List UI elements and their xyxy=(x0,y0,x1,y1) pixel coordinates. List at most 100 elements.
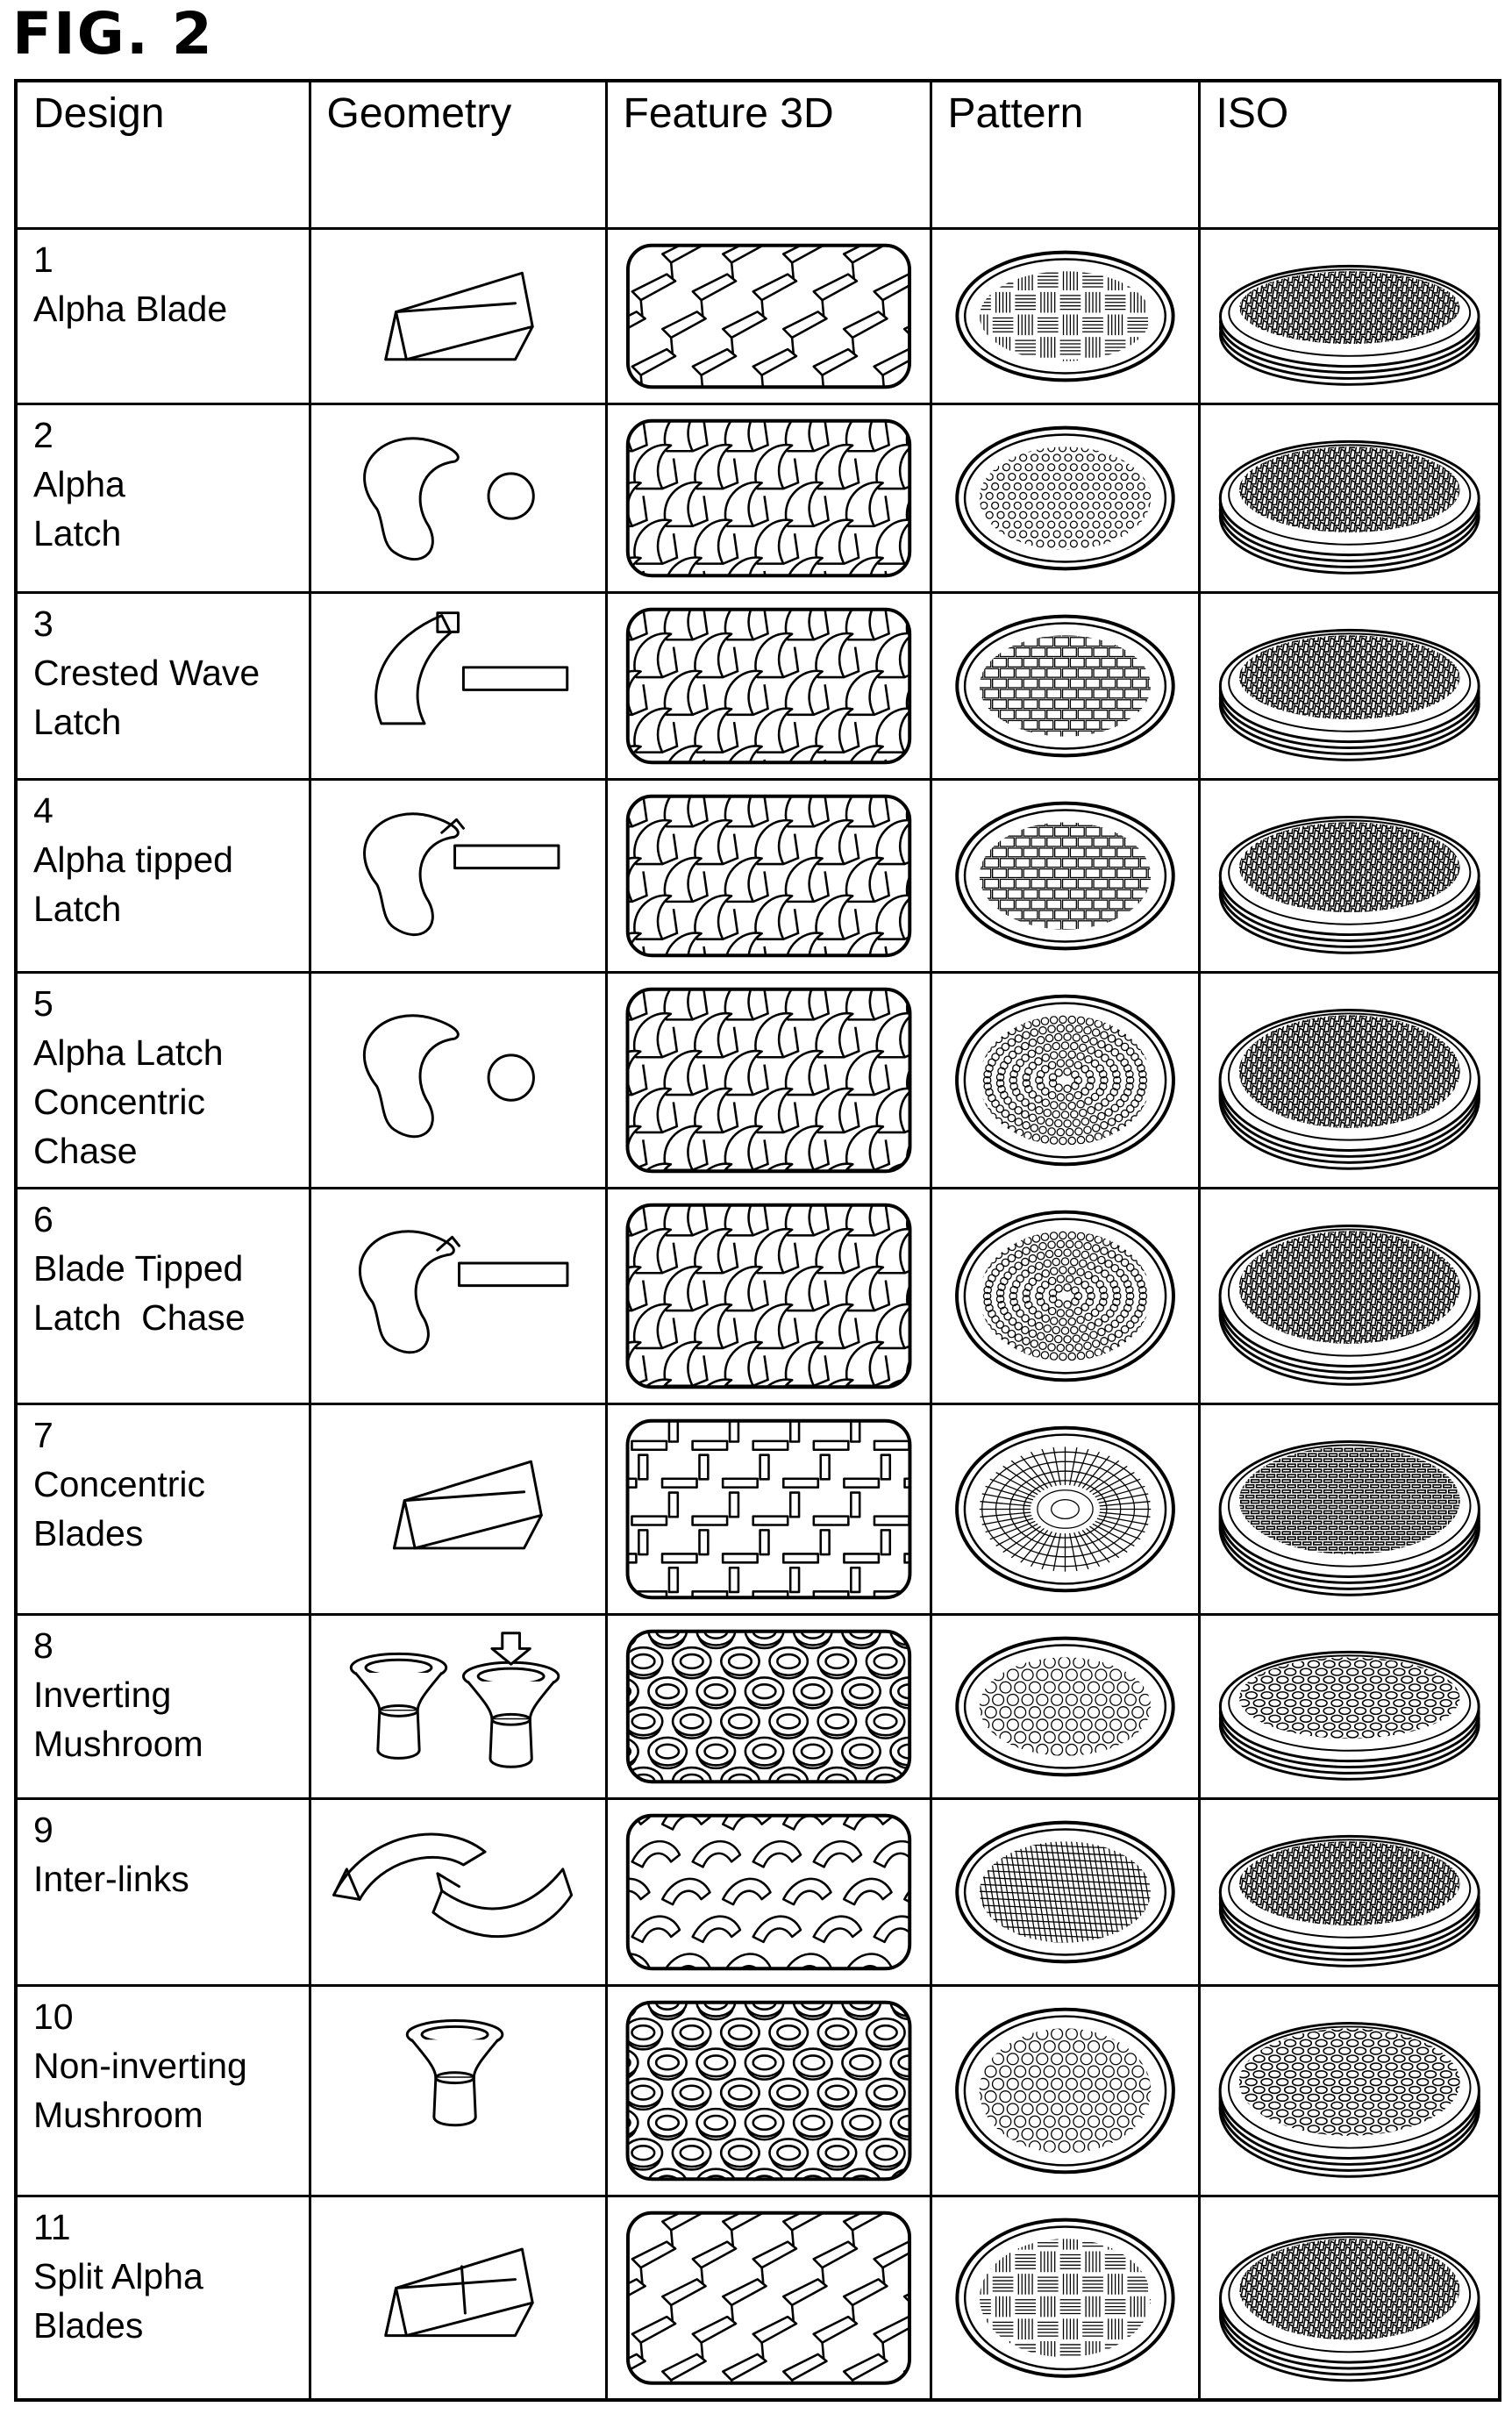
column-header-pattern: Pattern xyxy=(931,81,1199,228)
feature-3d-tile xyxy=(608,405,930,591)
alpha-latch-icon xyxy=(311,405,605,591)
design-name-line: Blade Tipped xyxy=(33,1244,309,1293)
design-cell: 3Crested WaveLatch xyxy=(16,592,310,779)
design-cell: 6Blade TippedLatch Chase xyxy=(16,1188,310,1403)
feature-3d-tile xyxy=(608,594,930,778)
table-row: 6Blade TippedLatch Chase xyxy=(16,1188,1500,1403)
alpha-latch-chase-icon xyxy=(311,974,605,1187)
feature-3d-tile xyxy=(608,974,930,1187)
iso-disc xyxy=(1201,2197,1499,2399)
iso-cell xyxy=(1199,972,1500,1188)
design-name-line: Non-inverting xyxy=(33,2041,309,2090)
pattern-disc xyxy=(932,781,1198,971)
iso-cell xyxy=(1199,228,1500,404)
design-number: 10 xyxy=(33,1992,309,2041)
inter-links-icon xyxy=(311,1800,605,1984)
pattern-cell xyxy=(931,228,1199,404)
design-cell: 1Alpha Blade xyxy=(16,228,310,404)
non-inverting-mushroom-icon xyxy=(311,1987,605,2195)
feature-3d-tile xyxy=(608,781,930,971)
design-number: 2 xyxy=(33,411,309,460)
feature-3d-tile xyxy=(608,1987,930,2195)
iso-disc xyxy=(1201,781,1499,971)
iso-disc xyxy=(1201,1616,1499,1797)
pattern-disc xyxy=(932,1987,1198,2195)
pattern-cell xyxy=(931,1614,1199,1798)
design-name-line: Chase xyxy=(33,1126,309,1175)
table-row: 5Alpha LatchConcentricChase xyxy=(16,972,1500,1188)
feature-3d-cell xyxy=(606,404,931,592)
iso-cell xyxy=(1199,779,1500,972)
feature-3d-cell xyxy=(606,779,931,972)
design-name-line: Concentric xyxy=(33,1460,309,1509)
design-name-line: Alpha Latch xyxy=(33,1028,309,1077)
design-name-line: Latch Chase xyxy=(33,1293,309,1342)
iso-disc xyxy=(1201,594,1499,778)
design-name-line: Blades xyxy=(33,2301,309,2350)
column-header-feature-3d: Feature 3D xyxy=(606,81,931,228)
design-name-line: Concentric xyxy=(33,1077,309,1126)
geometry-cell xyxy=(310,404,606,592)
pattern-cell xyxy=(931,1403,1199,1614)
split-alpha-blade-icon xyxy=(311,2197,605,2399)
pattern-disc xyxy=(932,230,1198,403)
iso-disc xyxy=(1201,1189,1499,1403)
geometry-cell xyxy=(310,1798,606,1985)
feature-3d-cell xyxy=(606,1188,931,1403)
design-number: 7 xyxy=(33,1411,309,1460)
column-header-geometry: Geometry xyxy=(310,81,606,228)
geometry-cell xyxy=(310,2196,606,2400)
design-name-line: Inverting xyxy=(33,1670,309,1719)
iso-cell xyxy=(1199,2196,1500,2400)
figure-label: FIG. 2 xyxy=(12,5,214,63)
design-cell: 5Alpha LatchConcentricChase xyxy=(16,972,310,1188)
alpha-tipped-latch-icon xyxy=(311,781,605,971)
table-row: 10Non-invertingMushroom xyxy=(16,1985,1500,2196)
inverting-mushroom-icon xyxy=(311,1616,605,1797)
pattern-disc xyxy=(932,1405,1198,1613)
design-number: 9 xyxy=(33,1805,309,1854)
header-row: Design Geometry Feature 3D Pattern ISO xyxy=(16,81,1500,228)
geometry-cell xyxy=(310,1614,606,1798)
geometry-cell xyxy=(310,1403,606,1614)
feature-3d-cell xyxy=(606,1798,931,1985)
feature-3d-cell xyxy=(606,1403,931,1614)
design-name-line: Latch xyxy=(33,884,309,933)
feature-3d-cell xyxy=(606,1614,931,1798)
iso-cell xyxy=(1199,1188,1500,1403)
design-number: 5 xyxy=(33,979,309,1028)
design-name-line: Inter-links xyxy=(33,1854,309,1903)
design-name-line: Blades xyxy=(33,1509,309,1558)
design-name-line: Alpha tipped xyxy=(33,835,309,884)
pattern-disc xyxy=(932,1800,1198,1984)
feature-3d-cell xyxy=(606,228,931,404)
feature-3d-tile xyxy=(608,1616,930,1797)
table-row: 2AlphaLatch xyxy=(16,404,1500,592)
column-header-design: Design xyxy=(16,81,310,228)
design-table: Design Geometry Feature 3D Pattern ISO 1… xyxy=(14,79,1501,2402)
pattern-disc xyxy=(932,1616,1198,1797)
design-name-line: Mushroom xyxy=(33,2090,309,2139)
crested-wave-latch-icon xyxy=(311,594,605,778)
table-row: 9Inter-links xyxy=(16,1798,1500,1985)
feature-3d-cell xyxy=(606,2196,931,2400)
design-cell: 11Split AlphaBlades xyxy=(16,2196,310,2400)
pattern-disc xyxy=(932,974,1198,1187)
design-number: 8 xyxy=(33,1621,309,1670)
iso-disc xyxy=(1201,230,1499,403)
feature-3d-tile xyxy=(608,1189,930,1403)
feature-3d-cell xyxy=(606,1985,931,2196)
geometry-cell xyxy=(310,972,606,1188)
pattern-cell xyxy=(931,779,1199,972)
pattern-disc xyxy=(932,594,1198,778)
pattern-disc xyxy=(932,2197,1198,2399)
design-cell: 9Inter-links xyxy=(16,1798,310,1985)
pattern-cell xyxy=(931,1798,1199,1985)
table-row: 11Split AlphaBlades xyxy=(16,2196,1500,2400)
feature-3d-tile xyxy=(608,230,930,403)
feature-3d-cell xyxy=(606,972,931,1188)
blade-tipped-latch-icon xyxy=(311,1189,605,1403)
feature-3d-cell xyxy=(606,592,931,779)
table-row: 7ConcentricBlades xyxy=(16,1403,1500,1614)
feature-3d-tile xyxy=(608,1800,930,1984)
